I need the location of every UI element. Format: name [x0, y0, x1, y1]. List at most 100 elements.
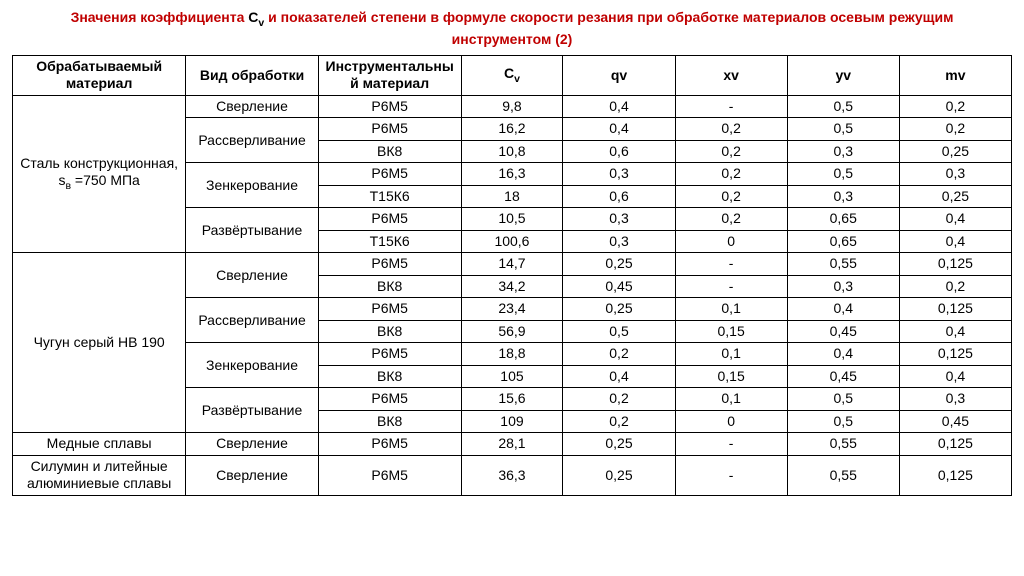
tool-cell: Р6М5 — [318, 433, 461, 456]
header-xv: xv — [675, 55, 787, 95]
mv-cell: 0,2 — [899, 95, 1011, 118]
yv-cell: 0,5 — [787, 410, 899, 433]
xv-cell: - — [675, 455, 787, 495]
process-cell: Зенкерование — [186, 343, 319, 388]
cv-cell: 28,1 — [461, 433, 563, 456]
material-cell: Чугун серый НВ 190 — [13, 253, 186, 433]
yv-cell: 0,3 — [787, 275, 899, 298]
process-cell: Зенкерование — [186, 163, 319, 208]
header-cv: Cv — [461, 55, 563, 95]
cv-cell: 10,8 — [461, 140, 563, 163]
xv-cell: - — [675, 95, 787, 118]
xv-cell: 0,2 — [675, 185, 787, 208]
mv-cell: 0,2 — [899, 118, 1011, 141]
tool-cell: Т15К6 — [318, 230, 461, 253]
tool-cell: Р6М5 — [318, 208, 461, 231]
header-qv: qv — [563, 55, 675, 95]
yv-cell: 0,4 — [787, 298, 899, 321]
qv-cell: 0,2 — [563, 388, 675, 411]
header-yv: yv — [787, 55, 899, 95]
mv-cell: 0,125 — [899, 455, 1011, 495]
xv-cell: 0,1 — [675, 343, 787, 366]
header-mv: mv — [899, 55, 1011, 95]
xv-cell: 0,1 — [675, 388, 787, 411]
title-part2: и показателей степени в формуле скорости… — [264, 9, 953, 47]
qv-cell: 0,3 — [563, 230, 675, 253]
yv-cell: 0,55 — [787, 455, 899, 495]
yv-cell: 0,5 — [787, 163, 899, 186]
yv-cell: 0,4 — [787, 343, 899, 366]
process-cell: Развёртывание — [186, 388, 319, 433]
cv-cell: 14,7 — [461, 253, 563, 276]
cv-cell: 18,8 — [461, 343, 563, 366]
process-cell: Сверление — [186, 455, 319, 495]
title-part1: Значения коэффициента — [71, 9, 249, 25]
cv-cell: 56,9 — [461, 320, 563, 343]
table-row: Медные сплавыСверлениеР6М528,10,25-0,550… — [13, 433, 1012, 456]
xv-cell: 0,2 — [675, 208, 787, 231]
mv-cell: 0,25 — [899, 140, 1011, 163]
tool-cell: Т15К6 — [318, 185, 461, 208]
yv-cell: 0,5 — [787, 95, 899, 118]
process-cell: Сверление — [186, 433, 319, 456]
xv-cell: 0,15 — [675, 365, 787, 388]
tool-cell: ВК8 — [318, 410, 461, 433]
table-row: Силумин и литейные алюминиевые сплавыСве… — [13, 455, 1012, 495]
title-cv: Cv — [248, 9, 264, 25]
cv-cell: 16,2 — [461, 118, 563, 141]
qv-cell: 0,6 — [563, 140, 675, 163]
cv-cell: 18 — [461, 185, 563, 208]
cv-cell: 100,6 — [461, 230, 563, 253]
tool-cell: Р6М5 — [318, 455, 461, 495]
mv-cell: 0,125 — [899, 253, 1011, 276]
mv-cell: 0,25 — [899, 185, 1011, 208]
mv-cell: 0,125 — [899, 433, 1011, 456]
xv-cell: - — [675, 253, 787, 276]
mv-cell: 0,45 — [899, 410, 1011, 433]
tool-cell: ВК8 — [318, 275, 461, 298]
mv-cell: 0,4 — [899, 230, 1011, 253]
tool-cell: Р6М5 — [318, 253, 461, 276]
qv-cell: 0,45 — [563, 275, 675, 298]
qv-cell: 0,3 — [563, 208, 675, 231]
cv-cell: 16,3 — [461, 163, 563, 186]
tool-cell: ВК8 — [318, 320, 461, 343]
yv-cell: 0,3 — [787, 185, 899, 208]
tool-cell: Р6М5 — [318, 388, 461, 411]
qv-cell: 0,2 — [563, 343, 675, 366]
header-process: Вид обработки — [186, 55, 319, 95]
xv-cell: 0,2 — [675, 163, 787, 186]
xv-cell: - — [675, 275, 787, 298]
process-cell: Сверление — [186, 253, 319, 298]
xv-cell: 0 — [675, 230, 787, 253]
header-row: Обрабатываемый материал Вид обработки Ин… — [13, 55, 1012, 95]
xv-cell: 0,2 — [675, 140, 787, 163]
tool-cell: Р6М5 — [318, 343, 461, 366]
coefficients-table: Обрабатываемый материал Вид обработки Ин… — [12, 55, 1012, 496]
qv-cell: 0,3 — [563, 163, 675, 186]
process-cell: Сверление — [186, 95, 319, 118]
qv-cell: 0,4 — [563, 95, 675, 118]
process-cell: Развёртывание — [186, 208, 319, 253]
mv-cell: 0,4 — [899, 208, 1011, 231]
yv-cell: 0,55 — [787, 433, 899, 456]
yv-cell: 0,45 — [787, 365, 899, 388]
qv-cell: 0,4 — [563, 118, 675, 141]
cv-cell: 36,3 — [461, 455, 563, 495]
yv-cell: 0,3 — [787, 140, 899, 163]
tool-cell: Р6М5 — [318, 298, 461, 321]
mv-cell: 0,3 — [899, 163, 1011, 186]
cv-cell: 15,6 — [461, 388, 563, 411]
xv-cell: 0,1 — [675, 298, 787, 321]
table-row: Чугун серый НВ 190СверлениеР6М514,70,25-… — [13, 253, 1012, 276]
yv-cell: 0,55 — [787, 253, 899, 276]
cv-cell: 9,8 — [461, 95, 563, 118]
xv-cell: 0,2 — [675, 118, 787, 141]
mv-cell: 0,3 — [899, 388, 1011, 411]
header-material: Обрабатываемый материал — [13, 55, 186, 95]
table-row: Сталь конструкционная, sв =750 МПаСверле… — [13, 95, 1012, 118]
qv-cell: 0,25 — [563, 253, 675, 276]
xv-cell: - — [675, 433, 787, 456]
tool-cell: Р6М5 — [318, 118, 461, 141]
yv-cell: 0,65 — [787, 230, 899, 253]
